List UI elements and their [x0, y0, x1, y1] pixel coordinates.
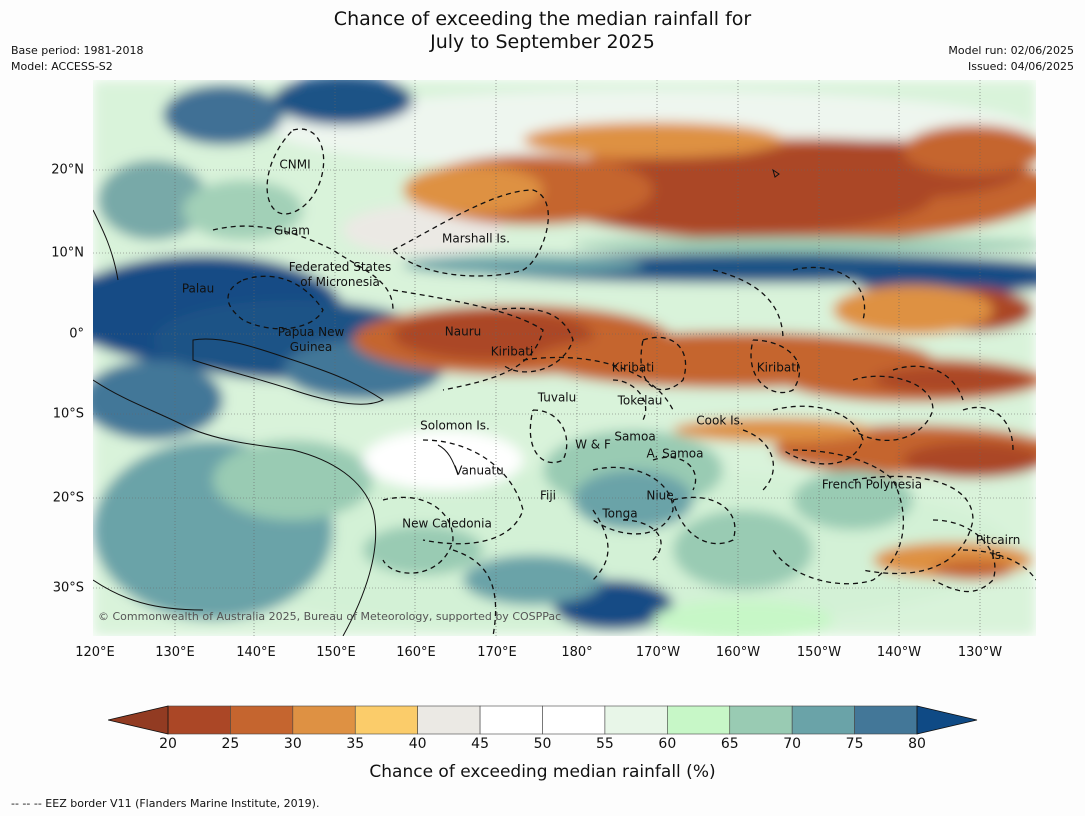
- colorbar-tick-label: 50: [533, 736, 552, 752]
- colorbar-segment: [292, 705, 356, 735]
- place-label: Cook Is.: [696, 413, 744, 428]
- y-tick-label: 10°S: [52, 406, 84, 422]
- colorbar-segment: [854, 705, 918, 735]
- x-tick-label: 160°E: [396, 645, 436, 660]
- colorbar-tick-label: 65: [720, 736, 739, 752]
- rainfall-map: [93, 80, 1036, 636]
- issued-date: Issued: 04/06/2025: [967, 60, 1074, 73]
- meta-left: Base period: 1981-2018 Model: ACCESS-S2: [11, 43, 143, 75]
- colorbar-segment: [667, 705, 731, 735]
- colorbar-tick-label: 25: [221, 736, 240, 752]
- x-tick-label: 180°: [561, 645, 593, 660]
- place-label: Guam: [274, 223, 310, 238]
- place-label: Nauru: [444, 324, 482, 339]
- colorbar-segment: [230, 705, 294, 735]
- colorbar-tick-label: 80: [908, 736, 926, 752]
- title-line-1: Chance of exceeding the median rainfall …: [333, 8, 752, 30]
- place-label: Niue: [646, 488, 674, 503]
- place-label: Pitcairn Is.: [975, 533, 1021, 562]
- colorbar-tick-label: 35: [346, 736, 365, 752]
- y-tick-label: 30°S: [52, 580, 84, 596]
- grid-lines: [93, 80, 1036, 636]
- place-label: Fiji: [539, 488, 557, 503]
- base-period: Base period: 1981-2018: [11, 44, 144, 57]
- colorbar: [108, 705, 978, 735]
- y-tick-label: 20°N: [51, 162, 84, 178]
- colorbar-tick-label: 45: [471, 736, 489, 752]
- colorbar-title: Chance of exceeding median rainfall (%): [369, 762, 716, 782]
- colorbar-segment: [604, 705, 668, 735]
- x-tick-label: 150°E: [316, 645, 356, 660]
- chart-title: Chance of exceeding the median rainfall …: [0, 8, 1085, 54]
- colorbar-tick-label: 55: [595, 736, 614, 752]
- colorbar-tick-label: 60: [658, 736, 677, 752]
- colorbar-segment: [354, 705, 418, 735]
- coastlines: [93, 168, 780, 636]
- colorbar-tick-label: 40: [408, 736, 427, 752]
- place-label: French Polynesia: [821, 477, 923, 492]
- model-name: Model: ACCESS-S2: [11, 60, 113, 73]
- colorbar-tick-label: 70: [783, 736, 802, 752]
- place-label: Solomon Is.: [420, 418, 490, 433]
- place-label: CNMI: [279, 157, 311, 172]
- x-tick-label: 140°E: [236, 645, 276, 660]
- colorbar-segment: [167, 705, 231, 735]
- model-run: Model run: 02/06/2025: [948, 44, 1074, 57]
- place-label: Vanuatu: [454, 463, 504, 478]
- colorbar-tick-label: 75: [845, 736, 864, 752]
- y-tick-label: 0°: [69, 326, 84, 342]
- map-svg: [93, 80, 1036, 636]
- place-label: Tuvalu: [537, 390, 577, 405]
- place-label: Kiribati: [611, 360, 655, 375]
- meta-right: Model run: 02/06/2025 Issued: 04/06/2025: [948, 43, 1074, 75]
- place-label: Marshall Is.: [442, 231, 510, 246]
- title-line-2: July to September 2025: [430, 31, 655, 53]
- place-label: W & F: [575, 437, 611, 452]
- eez-borders: [212, 128, 1036, 636]
- place-label: Tokelau: [617, 393, 663, 408]
- place-label: Federated States of Micronesia: [288, 260, 392, 289]
- place-label: New Caledonia: [402, 516, 492, 531]
- x-tick-label: 140°W: [876, 645, 922, 660]
- colorbar-segment: [417, 705, 481, 735]
- colorbar-over-arrow: [916, 705, 978, 735]
- eez-legend-note: -- -- -- EEZ border V11 (Flanders Marine…: [11, 797, 320, 810]
- colorbar-tick-label: 20: [159, 736, 177, 752]
- rainfall-field: [93, 80, 1036, 636]
- colorbar-segment: [542, 705, 606, 735]
- colorbar-segment: [791, 705, 855, 735]
- x-tick-label: 130°W: [957, 645, 1003, 660]
- x-tick-label: 130°E: [155, 645, 195, 660]
- colorbar-tick-label: 30: [283, 736, 302, 752]
- y-tick-label: 10°N: [51, 245, 84, 261]
- place-label: A. Samoa: [646, 446, 704, 461]
- colorbar-segment: [479, 705, 543, 735]
- place-label: Papua New Guinea: [277, 325, 345, 354]
- y-tick-label: 20°S: [52, 490, 84, 506]
- colorbar-under-arrow: [108, 705, 169, 735]
- place-label: Kiribati: [490, 344, 534, 359]
- x-tick-label: 170°W: [635, 645, 681, 660]
- x-tick-label: 170°E: [477, 645, 517, 660]
- place-label: Kiribati: [756, 360, 800, 375]
- x-tick-label: 150°W: [796, 645, 842, 660]
- place-label: Samoa: [614, 429, 656, 444]
- x-tick-label: 160°W: [715, 645, 761, 660]
- place-label: Palau: [181, 281, 215, 296]
- x-tick-label: 120°E: [75, 645, 115, 660]
- copyright-notice: © Commonwealth of Australia 2025, Bureau…: [98, 610, 562, 623]
- place-label: Tonga: [602, 506, 638, 521]
- colorbar-segment: [729, 705, 793, 735]
